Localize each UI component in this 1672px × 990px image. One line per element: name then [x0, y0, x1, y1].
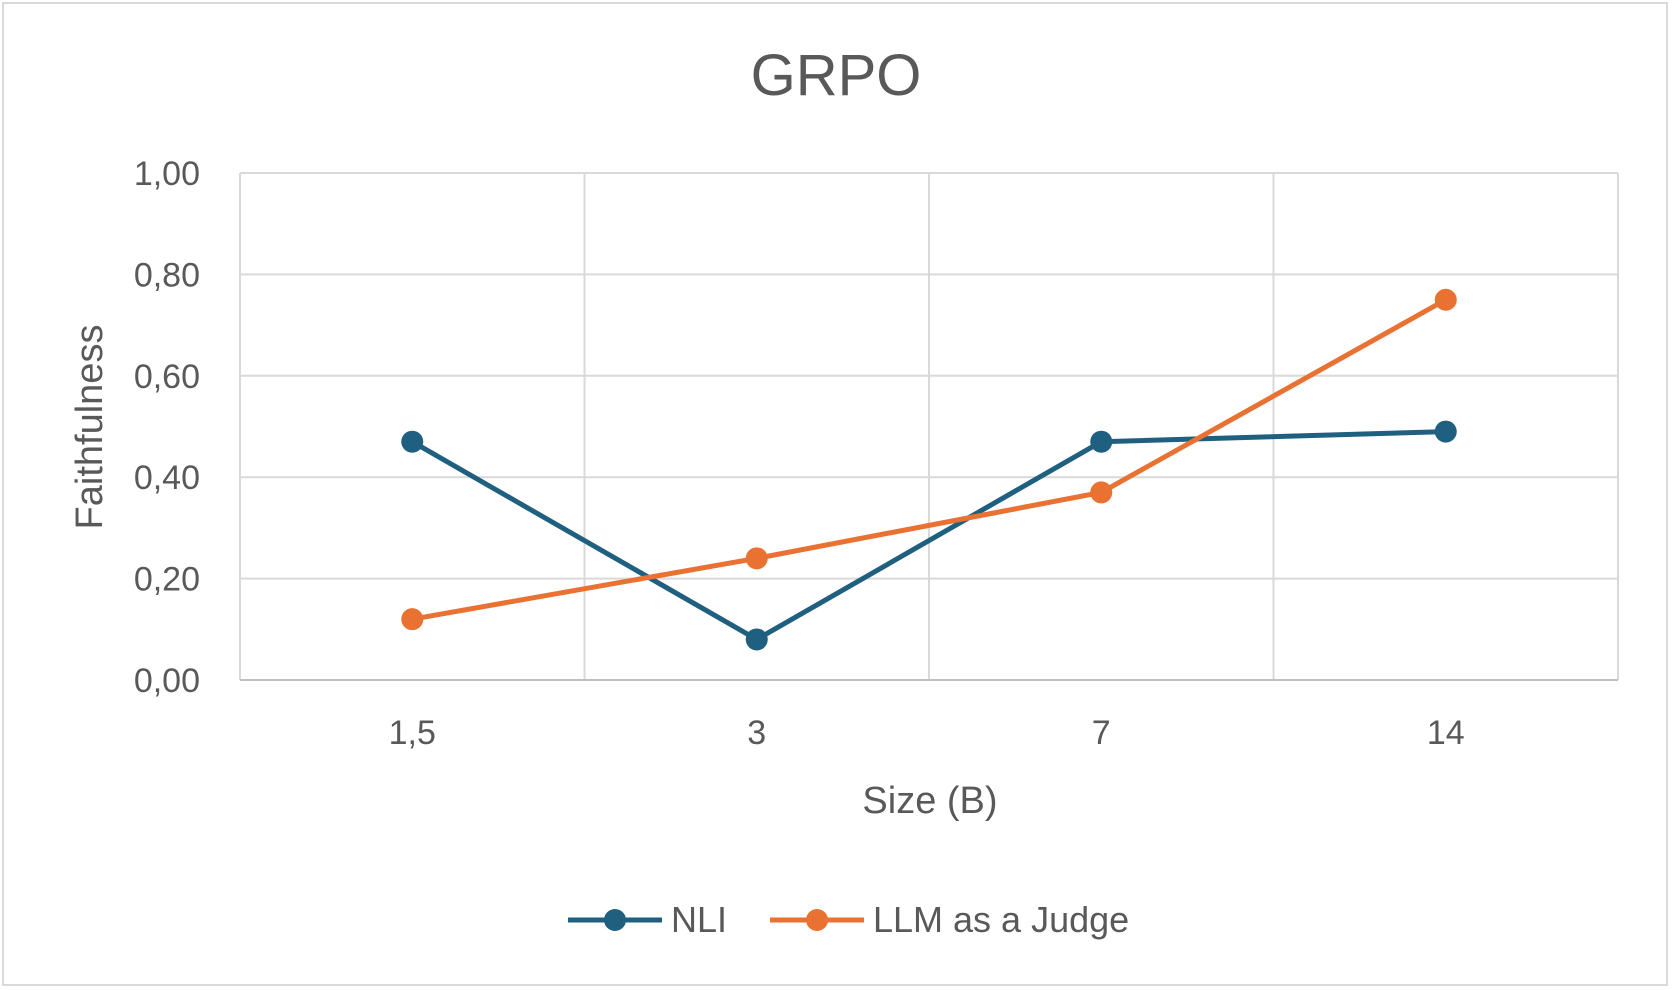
- data-point: [1090, 481, 1113, 504]
- series: [401, 288, 1457, 651]
- x-tick-label: 7: [1092, 714, 1111, 752]
- chart-title: GRPO: [751, 43, 922, 108]
- data-point: [1434, 288, 1457, 311]
- series-0: [401, 420, 1457, 651]
- y-axis-title: Faithfulness: [69, 325, 111, 530]
- legend-label: NLI: [671, 899, 727, 940]
- y-tick-label: 0,20: [134, 561, 200, 599]
- y-tick-label: 0,40: [134, 459, 200, 497]
- series-line: [411, 429, 1446, 642]
- data-point: [745, 628, 768, 651]
- x-axis-ticks: 1,5 3 7 14: [389, 714, 1465, 752]
- legend: NLI LLM as a Judge: [568, 899, 1129, 940]
- y-tick-label: 1,00: [134, 155, 200, 193]
- x-tick-label: 14: [1427, 714, 1465, 752]
- x-axis-title: Size (B): [862, 780, 997, 822]
- legend-item: LLM as a Judge: [770, 899, 1129, 940]
- legend-marker: [604, 909, 626, 931]
- data-point: [401, 430, 424, 453]
- series-1: [401, 288, 1457, 631]
- legend-item: NLI: [568, 899, 727, 940]
- series-line: [411, 297, 1447, 622]
- grid: [239, 172, 1619, 681]
- y-tick-label: 0,60: [134, 358, 200, 396]
- data-point: [1434, 420, 1457, 443]
- data-point: [745, 547, 768, 570]
- legend-marker: [806, 909, 828, 931]
- x-tick-label: 1,5: [389, 714, 436, 752]
- y-axis-ticks: 0,00 0,20 0,40 0,60 0,80 1,00: [134, 155, 200, 700]
- data-point: [1090, 430, 1113, 453]
- legend-label: LLM as a Judge: [873, 899, 1129, 940]
- x-tick-label: 3: [747, 714, 766, 752]
- y-tick-label: 0,00: [134, 662, 200, 700]
- data-point: [401, 608, 424, 631]
- y-tick-label: 0,80: [134, 256, 200, 294]
